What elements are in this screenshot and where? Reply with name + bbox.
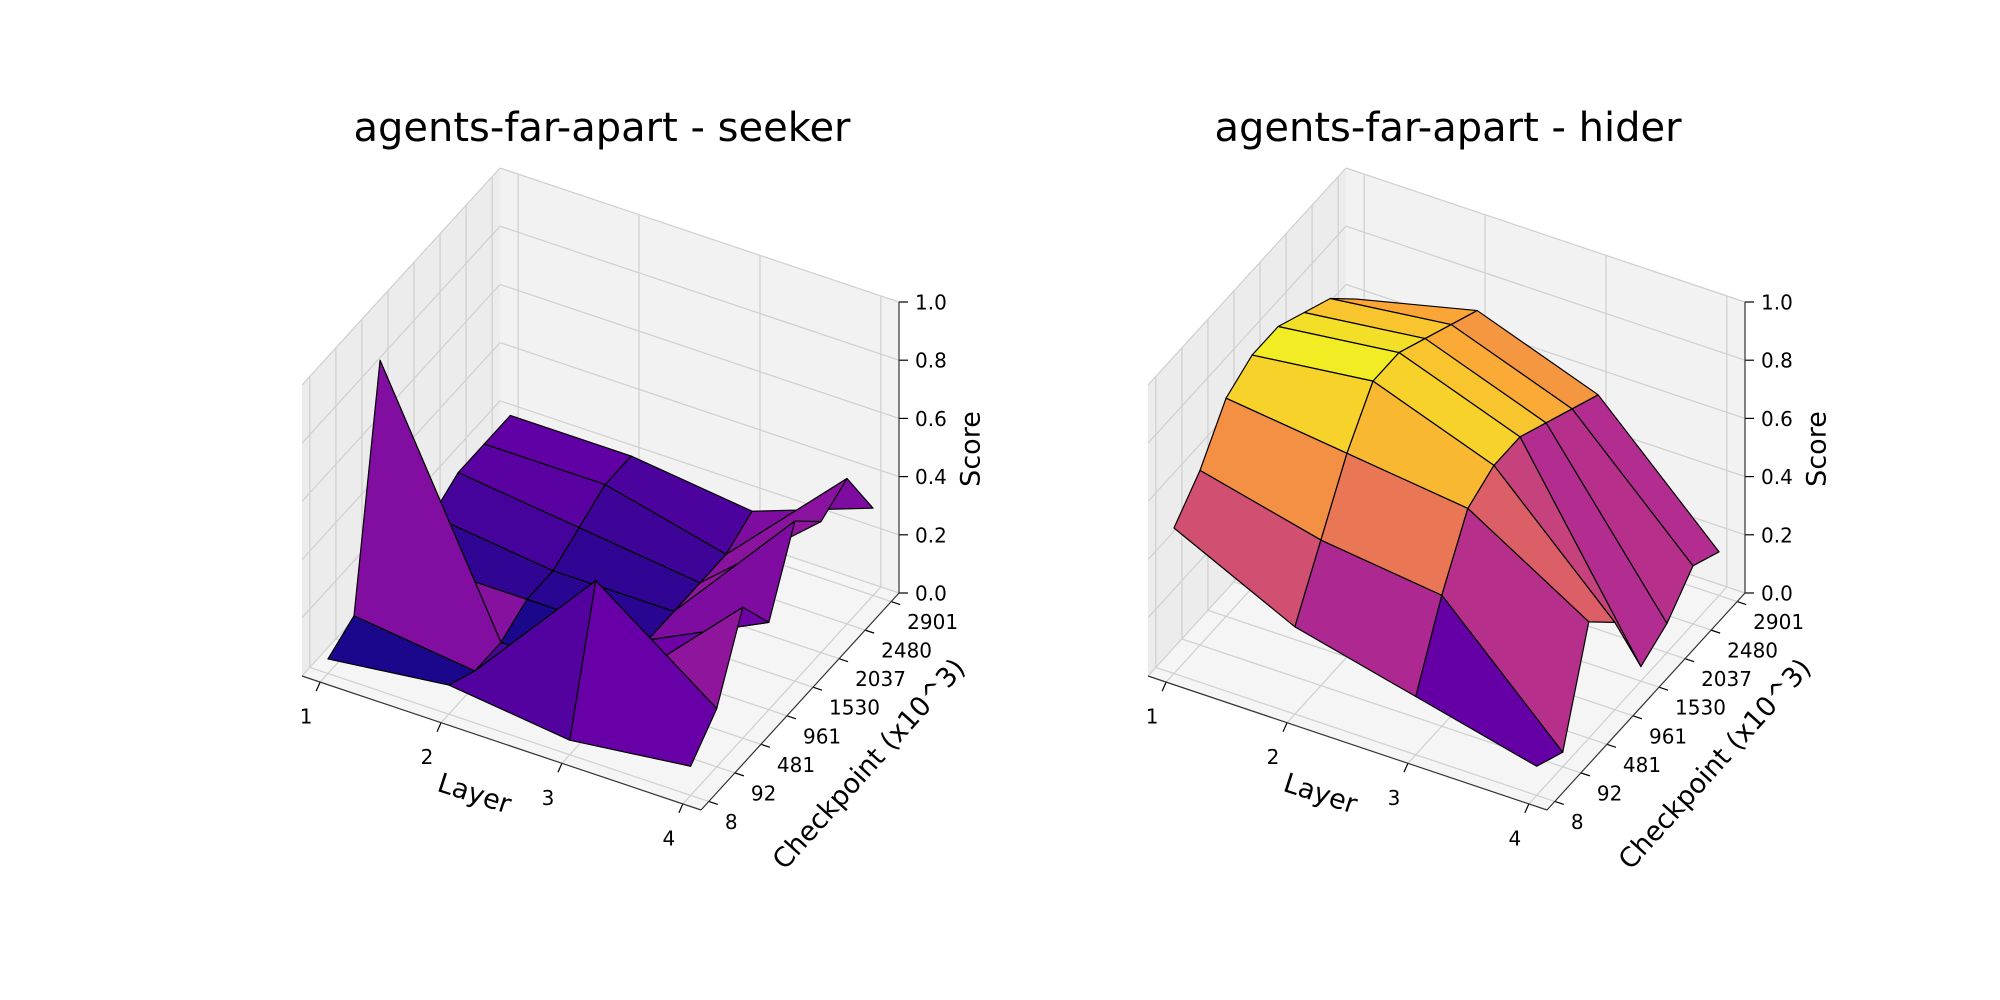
z-tick-label: 0.0: [915, 582, 947, 606]
y-tick: [1684, 658, 1695, 663]
grid-line: [309, 666, 710, 803]
axis-line: [1147, 675, 1548, 811]
x-tick-label: 3: [1388, 786, 1401, 810]
grid-line: [499, 283, 900, 419]
y-tick: [1554, 800, 1565, 806]
axis-line: [1546, 592, 1746, 811]
y-tick: [890, 600, 901, 606]
axis-line: [301, 675, 702, 811]
y-tick-label: 481: [1623, 753, 1661, 777]
y-tick: [708, 800, 719, 806]
surface-face: [1415, 594, 1564, 767]
y-tick-label: 2901: [1753, 610, 1804, 634]
x-tick: [315, 681, 321, 692]
z-tick-label: 0.2: [1761, 523, 1793, 547]
z-tick-label: 1.0: [915, 291, 947, 315]
y-tick: [1710, 629, 1721, 634]
x-tick-label: 2: [421, 745, 434, 769]
chart-title: agents-far-apart - seeker: [354, 105, 852, 151]
z-axis-label: Score: [1802, 411, 1833, 487]
y-tick-label: 1530: [829, 696, 880, 720]
x-tick: [1524, 803, 1530, 814]
grid-line: [301, 283, 501, 502]
grid-line: [1528, 586, 1728, 805]
grid-line: [499, 167, 900, 303]
y-tick: [1658, 686, 1669, 691]
y-tick-label: 481: [777, 753, 815, 777]
y-tick: [1580, 772, 1591, 777]
y-tick: [864, 629, 875, 634]
y-tick-label: 2901: [907, 610, 958, 634]
y-tick-label: 961: [803, 724, 841, 748]
z-tick-label: 0.4: [915, 465, 947, 489]
y-tick: [1606, 743, 1617, 748]
y-tick: [1736, 600, 1747, 606]
y-tick: [812, 686, 823, 691]
z-axis-label: Score: [956, 411, 987, 487]
x-tick: [1282, 722, 1288, 732]
grid-line: [1147, 225, 1347, 444]
grid-line: [499, 342, 900, 478]
y-tick-label: 2480: [1727, 639, 1778, 663]
y-tick-label: 8: [1571, 810, 1584, 834]
z-tick-label: 0.8: [915, 349, 947, 373]
grid-line: [682, 586, 882, 805]
grid-line: [499, 400, 900, 536]
y-tick: [838, 658, 849, 663]
y-tick-label: 2037: [1701, 667, 1752, 691]
x-tick: [1403, 763, 1409, 773]
grid-line: [1155, 666, 1556, 803]
z-tick-label: 0.4: [1761, 465, 1793, 489]
surface-face: [569, 580, 718, 767]
y-tick: [734, 772, 745, 777]
x-tick-label: 4: [1508, 826, 1521, 850]
y-tick-label: 2480: [881, 639, 932, 663]
y-tick: [1632, 715, 1643, 720]
x-tick: [678, 803, 684, 814]
z-tick-label: 0.8: [1761, 349, 1793, 373]
x-tick: [557, 763, 563, 773]
y-tick-label: 92: [1597, 781, 1622, 805]
grid-line: [1345, 225, 1746, 361]
y-tick-label: 8: [725, 810, 738, 834]
x-tick-label: 1: [1146, 705, 1159, 729]
x-tick-label: 4: [662, 826, 675, 850]
chart-title: agents-far-apart - hider: [1214, 105, 1682, 151]
z-tick-label: 0.0: [1761, 582, 1793, 606]
axis-line: [700, 592, 900, 811]
x-tick: [1161, 681, 1167, 692]
z-tick-label: 0.6: [915, 407, 947, 431]
grid-line: [301, 167, 501, 386]
x-tick-label: 1: [300, 705, 313, 729]
grid-line: [1345, 167, 1746, 303]
grid-line: [1147, 167, 1347, 386]
y-tick: [760, 743, 771, 748]
y-tick-label: 2037: [855, 667, 906, 691]
y-tick-label: 961: [1649, 724, 1687, 748]
y-tick: [786, 715, 797, 720]
z-tick-label: 0.6: [1761, 407, 1793, 431]
x-tick-label: 2: [1267, 745, 1280, 769]
z-tick-label: 1.0: [1761, 291, 1793, 315]
y-tick-label: 92: [751, 781, 776, 805]
y-tick-label: 1530: [1675, 696, 1726, 720]
grid-line: [499, 225, 900, 361]
x-tick-label: 3: [542, 786, 555, 810]
z-tick-label: 0.2: [915, 523, 947, 547]
grid-line: [301, 225, 501, 444]
x-tick: [436, 722, 442, 732]
